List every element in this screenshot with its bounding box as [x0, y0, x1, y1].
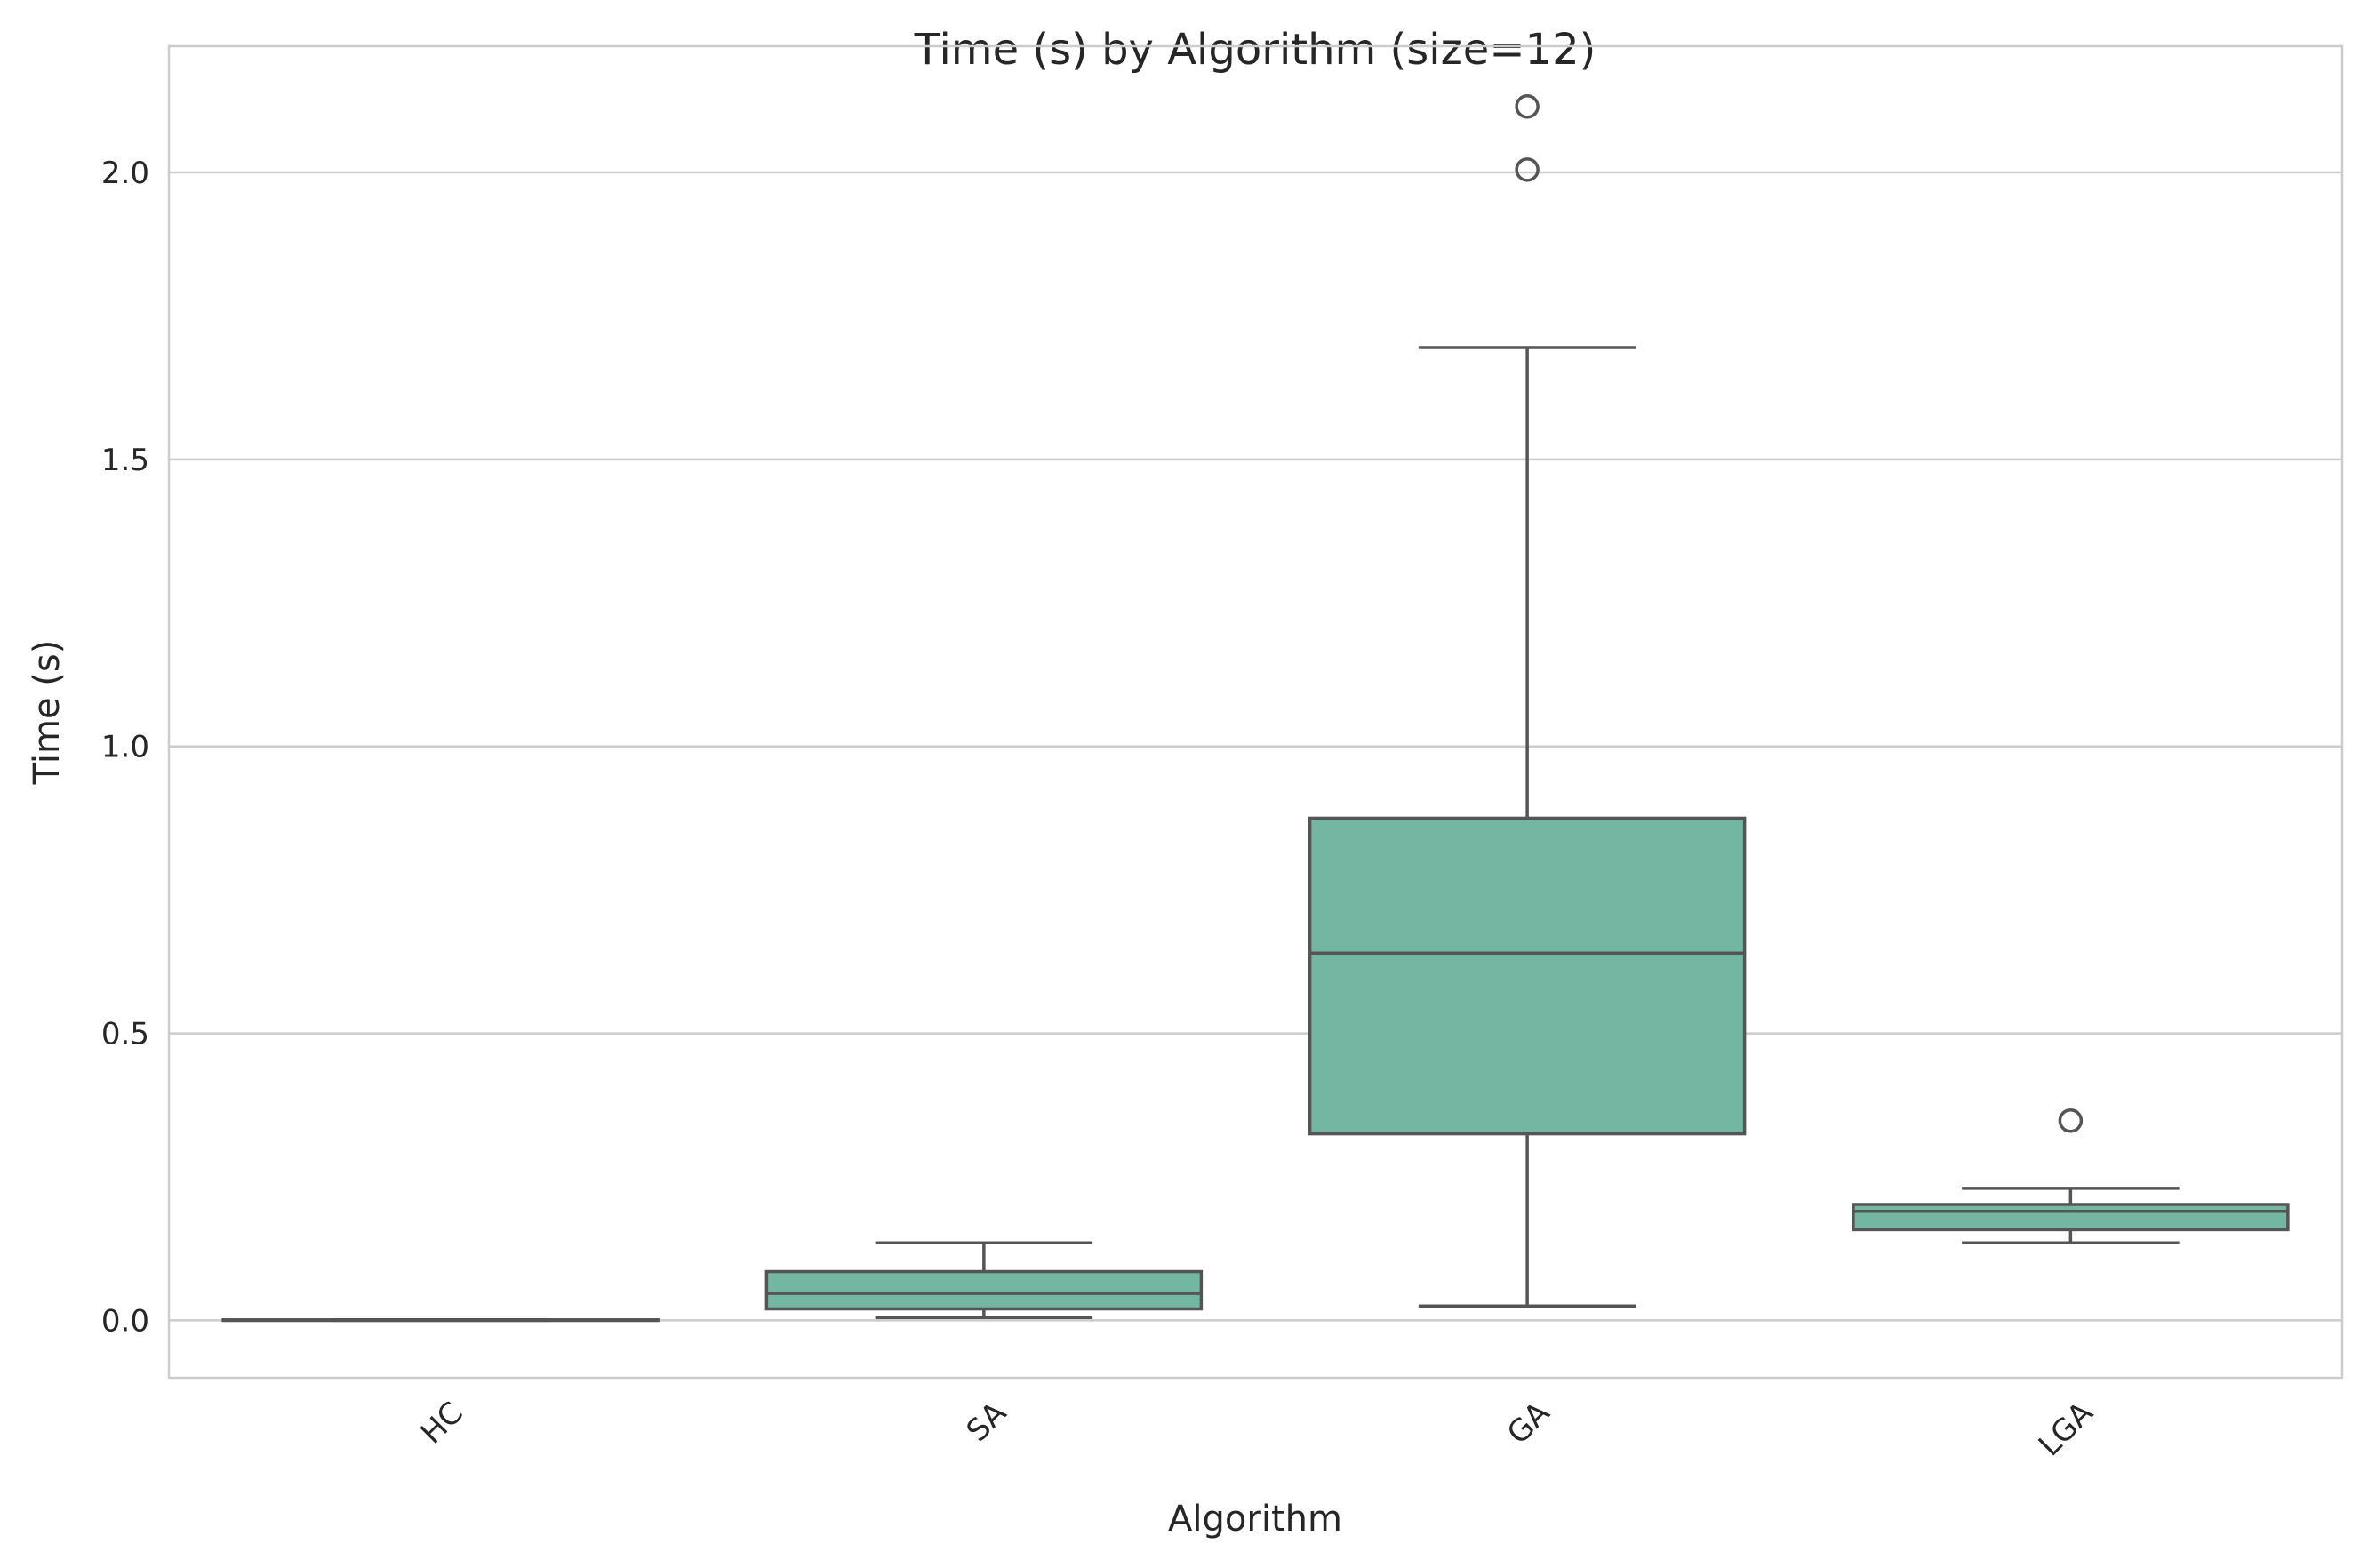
y-tick-label: 0.0 — [101, 1303, 149, 1339]
box-ga — [1308, 94, 1747, 1308]
x-tick-label: LGA — [2032, 1395, 2100, 1463]
y-tick-label: 0.5 — [101, 1017, 149, 1052]
box-iqr — [1308, 816, 1747, 1136]
y-axis-label: Time (s) — [27, 640, 68, 786]
box-sa — [764, 1241, 1204, 1319]
grid-lines — [169, 171, 2342, 1322]
y-axis-ticks: 0.0 0.5 1.0 1.5 2.0 — [101, 156, 149, 1339]
x-tick-label: HC — [414, 1395, 470, 1451]
x-axis-ticks: HC SA GA LGA — [414, 1395, 2100, 1463]
box-iqr — [1852, 1203, 2290, 1232]
y-tick-label: 1.5 — [101, 443, 149, 478]
y-tick-label: 2.0 — [101, 156, 149, 191]
plot-frame — [167, 44, 2344, 1380]
chart-title: Time (s) by Algorithm (size=12) — [914, 25, 1596, 75]
x-tick-label: GA — [1500, 1395, 1556, 1451]
outlier-point — [1515, 157, 1540, 182]
box-lga — [1852, 1108, 2290, 1245]
boxes — [221, 94, 2290, 1323]
outlier-point — [2058, 1108, 2084, 1133]
box-hc — [221, 1318, 660, 1323]
x-tick-label: SA — [960, 1395, 1013, 1448]
outlier-point — [1515, 94, 1540, 119]
y-tick-label: 1.0 — [101, 730, 149, 765]
box-iqr — [764, 1269, 1204, 1311]
x-axis-label: Algorithm — [1168, 1499, 1342, 1540]
